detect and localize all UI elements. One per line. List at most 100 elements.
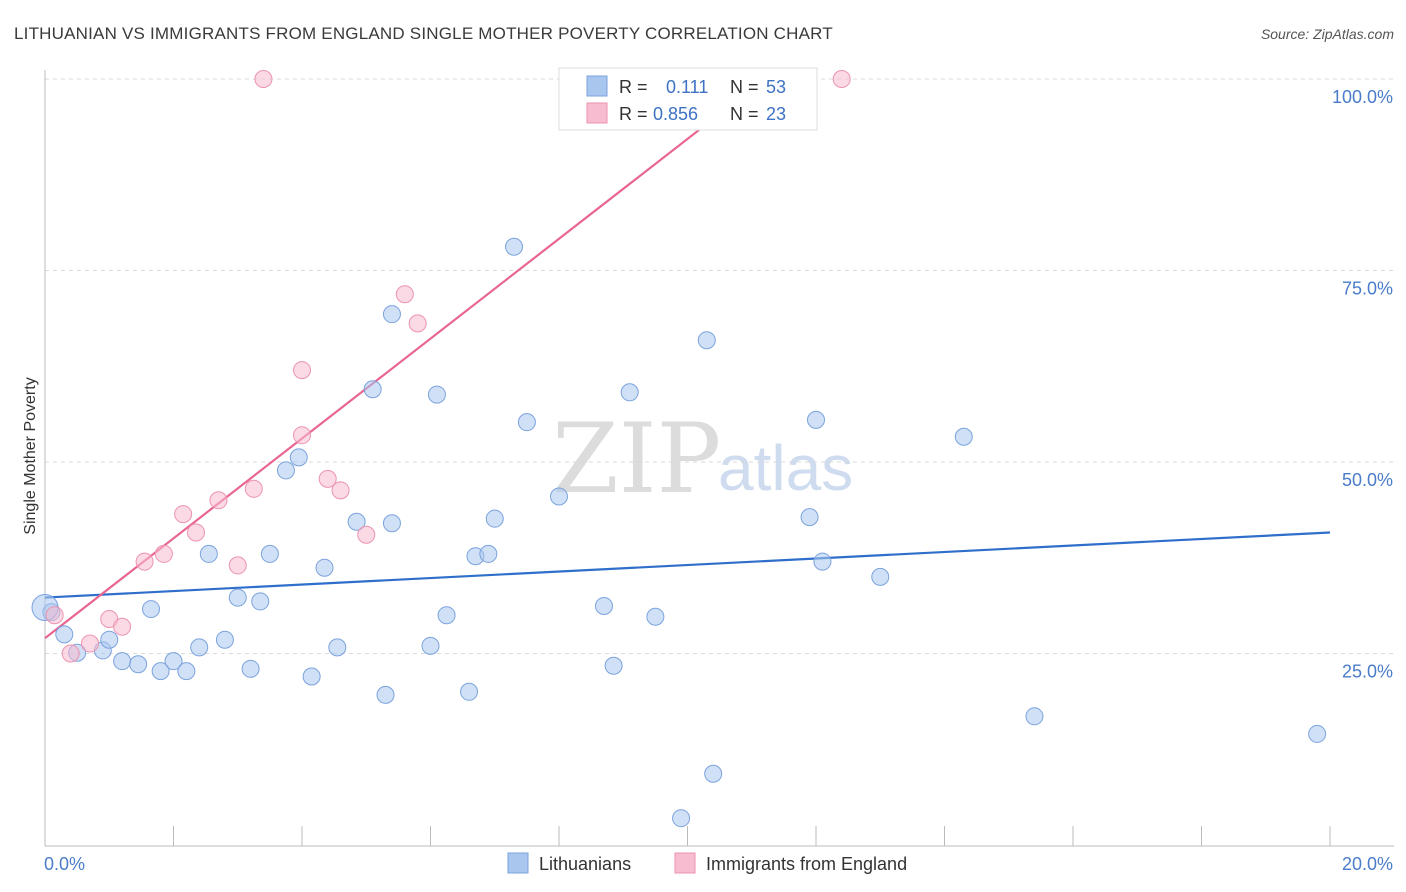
y-tick-label: 50.0% xyxy=(1342,470,1393,490)
lithuanians-trend-line xyxy=(44,531,1331,599)
legend-swatch-england xyxy=(586,102,608,124)
lithuanians-point xyxy=(289,448,308,467)
england-point xyxy=(395,285,414,304)
bottom-legend-swatch-lithuanians xyxy=(507,852,529,874)
legend-r-value-2: 0.856 xyxy=(653,104,698,124)
lithuanians-point xyxy=(129,655,148,674)
lithuanians-point xyxy=(594,597,613,616)
lithuanians-point xyxy=(646,607,665,626)
x-tick-label: 20.0% xyxy=(1342,854,1393,874)
chart-title: LITHUANIAN VS IMMIGRANTS FROM ENGLAND SI… xyxy=(14,24,833,43)
x-tick-label: 0.0% xyxy=(44,854,85,874)
england-trend-line xyxy=(44,78,766,640)
legend-r-label-1: R = xyxy=(619,77,648,97)
lithuanians-point xyxy=(800,508,819,527)
lithuanians-point xyxy=(376,685,395,704)
england-point xyxy=(135,552,154,571)
lithuanians-point xyxy=(328,638,347,657)
lithuanians-point xyxy=(100,630,119,649)
lithuanians-point xyxy=(113,652,132,671)
england-point xyxy=(293,361,311,380)
legend-box: R = 0.111 N = 53 R = 0.856 N = 23 xyxy=(558,67,818,131)
england-point xyxy=(174,505,193,524)
lithuanians-point xyxy=(177,662,196,681)
lithuanians-point xyxy=(228,588,247,607)
lithuanians-point xyxy=(672,809,691,828)
bottom-legend: Lithuanians Immigrants from England xyxy=(507,852,907,874)
y-tick-label: 75.0% xyxy=(1342,279,1393,299)
lithuanians-point xyxy=(871,567,890,586)
lithuanians-point xyxy=(215,630,234,649)
y-axis-label: Single Mother Poverty xyxy=(22,377,39,534)
lithuanians-point xyxy=(251,592,270,611)
england-point xyxy=(293,426,311,445)
legend-r-label-2: R = xyxy=(619,104,648,124)
england-point xyxy=(228,556,247,575)
england-point xyxy=(408,314,427,333)
england-point xyxy=(832,70,851,88)
lithuanians-point xyxy=(190,638,209,657)
lithuanians-point xyxy=(260,544,279,563)
england-point xyxy=(61,644,80,663)
bottom-legend-label-lithuanians: Lithuanians xyxy=(539,854,631,874)
england-point xyxy=(186,523,205,542)
lithuanians-point xyxy=(704,764,723,783)
gridlines xyxy=(45,78,1394,654)
legend-n-label-1: N = xyxy=(730,77,759,97)
x-tick-marks xyxy=(44,826,1331,846)
legend-n-label-2: N = xyxy=(730,104,759,124)
lithuanians-point xyxy=(382,305,401,324)
lithuanians-point xyxy=(460,682,479,701)
england-point xyxy=(113,617,132,636)
lithuanians-point xyxy=(604,656,623,675)
lithuanians-point xyxy=(479,544,498,563)
lithuanians-point xyxy=(142,600,161,619)
watermark-atlas: atlas xyxy=(718,432,853,504)
lithuanians-point xyxy=(382,514,401,533)
lithuanians-point xyxy=(437,606,456,625)
lithuanians-point xyxy=(315,558,334,577)
y-tick-labels: 25.0% 50.0% 75.0% 100.0% xyxy=(1332,87,1393,682)
lithuanians-point xyxy=(199,544,218,563)
bottom-legend-label-england: Immigrants from England xyxy=(706,854,907,874)
watermark: ZIP atlas xyxy=(552,403,853,515)
lithuanians-point xyxy=(347,512,366,531)
lithuanians-point xyxy=(55,625,74,644)
lithuanians-point xyxy=(421,636,440,655)
trend-lines xyxy=(44,78,1331,640)
lithuanians-point xyxy=(363,380,382,399)
lithuanians-point xyxy=(1308,724,1327,743)
lithuanians-point xyxy=(954,427,973,446)
lithuanians-point xyxy=(1025,707,1044,726)
england-point xyxy=(244,479,263,498)
lithuanians-point xyxy=(697,331,716,350)
lithuanians-point xyxy=(164,652,183,671)
lithuanians-point xyxy=(485,509,504,528)
england-point xyxy=(154,544,173,563)
legend-r-value-1: 0.111 xyxy=(666,77,708,97)
england-point xyxy=(357,525,376,544)
england-point xyxy=(209,491,228,510)
chart-source: Source: ZipAtlas.com xyxy=(1261,26,1394,42)
lithuanians-point xyxy=(505,237,524,256)
y-tick-label: 100.0% xyxy=(1332,87,1393,107)
x-tick-labels: 0.0% 20.0% xyxy=(44,854,1393,874)
england-point xyxy=(318,469,337,488)
bottom-legend-swatch-england xyxy=(674,852,696,874)
lithuanians-point xyxy=(620,383,639,402)
england-point xyxy=(254,70,273,88)
lithuanians-point xyxy=(427,385,446,404)
watermark-zip: ZIP xyxy=(552,403,721,515)
lithuanians-point xyxy=(151,662,170,681)
legend-n-value-2: 23 xyxy=(766,104,786,124)
england-point xyxy=(80,634,99,653)
england-point xyxy=(45,606,64,625)
y-tick-label: 25.0% xyxy=(1342,662,1393,682)
lithuanians-point xyxy=(276,461,295,480)
lithuanians-point xyxy=(813,552,832,571)
england-point xyxy=(331,481,350,500)
lithuanians-point xyxy=(302,667,321,686)
legend-swatch-lithuanians xyxy=(586,75,608,97)
lithuanians-point xyxy=(241,659,260,678)
